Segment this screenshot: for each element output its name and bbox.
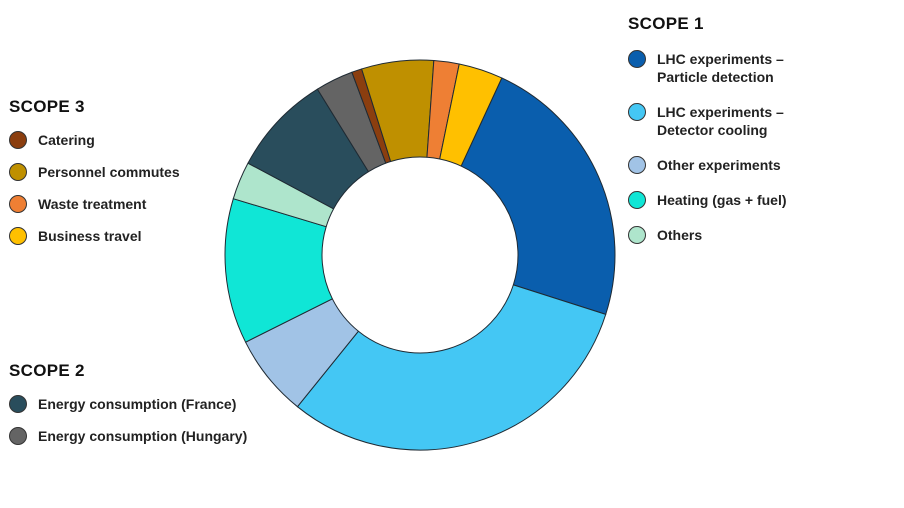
legend-label: Heating (gas + fuel) bbox=[657, 192, 787, 208]
legend-item-energy-consumption-france: Energy consumption (France) bbox=[9, 395, 269, 413]
legend-label: Catering bbox=[38, 132, 95, 148]
slice-business-travel bbox=[439, 63, 503, 167]
legend-label: Energy consumption (France) bbox=[38, 396, 237, 412]
legend-label: Personnel commutes bbox=[38, 164, 180, 180]
legend-scope-3: SCOPE 3 Catering Personnel commutes Waste … bbox=[9, 97, 229, 259]
legend-scope-1: SCOPE 1 LHC experiments – Particle detec… bbox=[628, 14, 888, 261]
legend-swatch bbox=[9, 163, 27, 181]
legend-item-lhc-experiments-particle-detection: LHC experiments – Particle detection bbox=[628, 50, 888, 86]
legend-swatch bbox=[9, 227, 27, 245]
legend-label: Others bbox=[657, 227, 703, 243]
legend-item-personnel-commutes: Personnel commutes bbox=[9, 163, 229, 181]
legend-item-energy-consumption-hungary: Energy consumption (Hungary) bbox=[9, 427, 269, 445]
legend-label: Other experiments bbox=[657, 157, 781, 173]
legend-swatch bbox=[9, 427, 27, 445]
scope-2-title: SCOPE 2 bbox=[9, 361, 85, 380]
legend-swatch bbox=[628, 103, 646, 121]
legend-label: Business travel bbox=[38, 228, 142, 244]
legend-label: Energy consumption (Hungary) bbox=[38, 428, 248, 444]
legend-item-business-travel: Business travel bbox=[9, 227, 229, 245]
slice-lhc-experiments-particle-detection bbox=[460, 77, 616, 315]
legend-scope-2: SCOPE 2 Energy consumption (France) Energ… bbox=[9, 361, 269, 459]
scope-3-title: SCOPE 3 bbox=[9, 97, 85, 116]
legend-item-waste-treatment: Waste treatment bbox=[9, 195, 229, 213]
scope-1-title: SCOPE 1 bbox=[628, 14, 704, 33]
slice-lhc-experiments-detector-cooling bbox=[296, 284, 607, 451]
legend-swatch bbox=[628, 226, 646, 244]
legend-swatch bbox=[628, 191, 646, 209]
legend-label: LHC experiments – Particle detection bbox=[657, 51, 784, 85]
legend-item-heating-gas-fuel: Heating (gas + fuel) bbox=[628, 191, 888, 209]
legend-item-others: Others bbox=[628, 226, 888, 244]
legend-label: LHC experiments – Detector cooling bbox=[657, 104, 784, 138]
legend-swatch bbox=[9, 195, 27, 213]
legend-item-catering: Catering bbox=[9, 131, 229, 149]
legend-swatch bbox=[9, 395, 27, 413]
legend-item-other-experiments: Other experiments bbox=[628, 156, 888, 174]
legend-swatch bbox=[628, 156, 646, 174]
legend-item-lhc-experiments-detector-cooling: LHC experiments – Detector cooling bbox=[628, 103, 888, 139]
legend-label: Waste treatment bbox=[38, 196, 147, 212]
legend-swatch bbox=[628, 50, 646, 68]
legend-swatch bbox=[9, 131, 27, 149]
